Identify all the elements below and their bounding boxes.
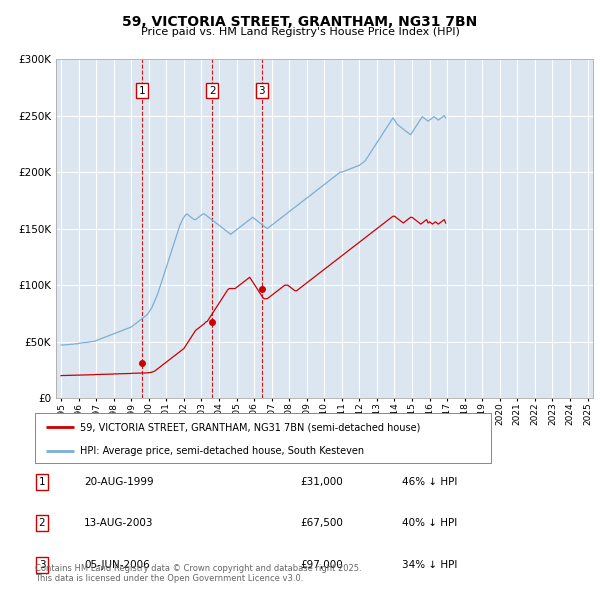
Text: 46% ↓ HPI: 46% ↓ HPI (402, 477, 457, 487)
Text: HPI: Average price, semi-detached house, South Kesteven: HPI: Average price, semi-detached house,… (80, 445, 365, 455)
Text: 2: 2 (209, 86, 215, 96)
Text: 34% ↓ HPI: 34% ↓ HPI (402, 560, 457, 569)
Text: 1: 1 (38, 477, 46, 487)
Text: 1: 1 (139, 86, 146, 96)
Text: Price paid vs. HM Land Registry's House Price Index (HPI): Price paid vs. HM Land Registry's House … (140, 27, 460, 37)
Text: 59, VICTORIA STREET, GRANTHAM, NG31 7BN: 59, VICTORIA STREET, GRANTHAM, NG31 7BN (122, 15, 478, 29)
Text: 59, VICTORIA STREET, GRANTHAM, NG31 7BN (semi-detached house): 59, VICTORIA STREET, GRANTHAM, NG31 7BN … (80, 422, 421, 432)
Text: 3: 3 (259, 86, 265, 96)
Text: £31,000: £31,000 (300, 477, 343, 487)
Text: 2: 2 (38, 519, 46, 528)
Text: 20-AUG-1999: 20-AUG-1999 (84, 477, 154, 487)
Text: £67,500: £67,500 (300, 519, 343, 528)
Text: Contains HM Land Registry data © Crown copyright and database right 2025.
This d: Contains HM Land Registry data © Crown c… (35, 563, 361, 583)
Text: 13-AUG-2003: 13-AUG-2003 (84, 519, 154, 528)
Text: £97,000: £97,000 (300, 560, 343, 569)
Text: 3: 3 (38, 560, 46, 569)
Text: 05-JUN-2006: 05-JUN-2006 (84, 560, 150, 569)
Text: 40% ↓ HPI: 40% ↓ HPI (402, 519, 457, 528)
